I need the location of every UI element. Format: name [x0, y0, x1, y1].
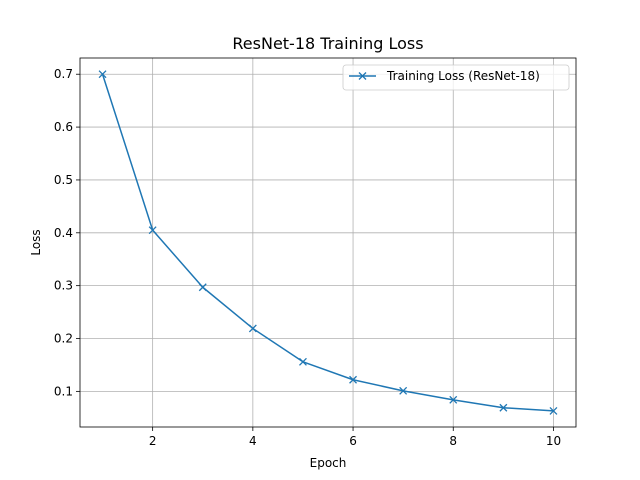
y-axis-label: Loss: [29, 229, 43, 255]
y-tick-label: 0.7: [54, 67, 73, 81]
legend-box: [342, 64, 570, 91]
data-point: [98, 70, 107, 79]
y-tick-label: 0.3: [54, 279, 73, 293]
y-tick-label: 0.2: [54, 332, 73, 346]
legend: Training Loss (ResNet-18): [342, 64, 570, 91]
x-tick-label: 2: [149, 434, 157, 448]
x-tick-label: 10: [546, 434, 561, 448]
data-point: [399, 386, 408, 395]
x-axis-label: Epoch: [310, 456, 347, 470]
x-tick-label: 4: [249, 434, 257, 448]
x-tick-label: 8: [449, 434, 457, 448]
grid: [80, 58, 576, 427]
y-tick-label: 0.1: [54, 384, 73, 398]
series-layer: [98, 70, 558, 415]
series-line: [101, 73, 554, 412]
legend-marker-x: [358, 72, 367, 80]
data-point: [248, 324, 257, 333]
plot-frame: [79, 57, 577, 428]
data-point: [449, 395, 458, 404]
data-point: [298, 357, 307, 366]
y-tick-label: 0.5: [54, 173, 73, 187]
chart-title: ResNet-18 Training Loss: [232, 34, 423, 53]
x-tick-label: 6: [349, 434, 357, 448]
y-axis: 0.1 0.2 0.3 0.4 0.5 0.6 0.7: [54, 67, 80, 398]
x-axis: 2 4 6 8 10: [149, 427, 561, 448]
data-point: [349, 375, 358, 384]
data-point: [148, 226, 157, 235]
data-point: [549, 406, 558, 415]
data-point: [499, 403, 508, 412]
y-tick-label: 0.6: [54, 120, 73, 134]
data-point: [198, 283, 207, 292]
legend-label: Training Loss (ResNet-18): [386, 69, 540, 83]
y-tick-label: 0.4: [54, 226, 73, 240]
